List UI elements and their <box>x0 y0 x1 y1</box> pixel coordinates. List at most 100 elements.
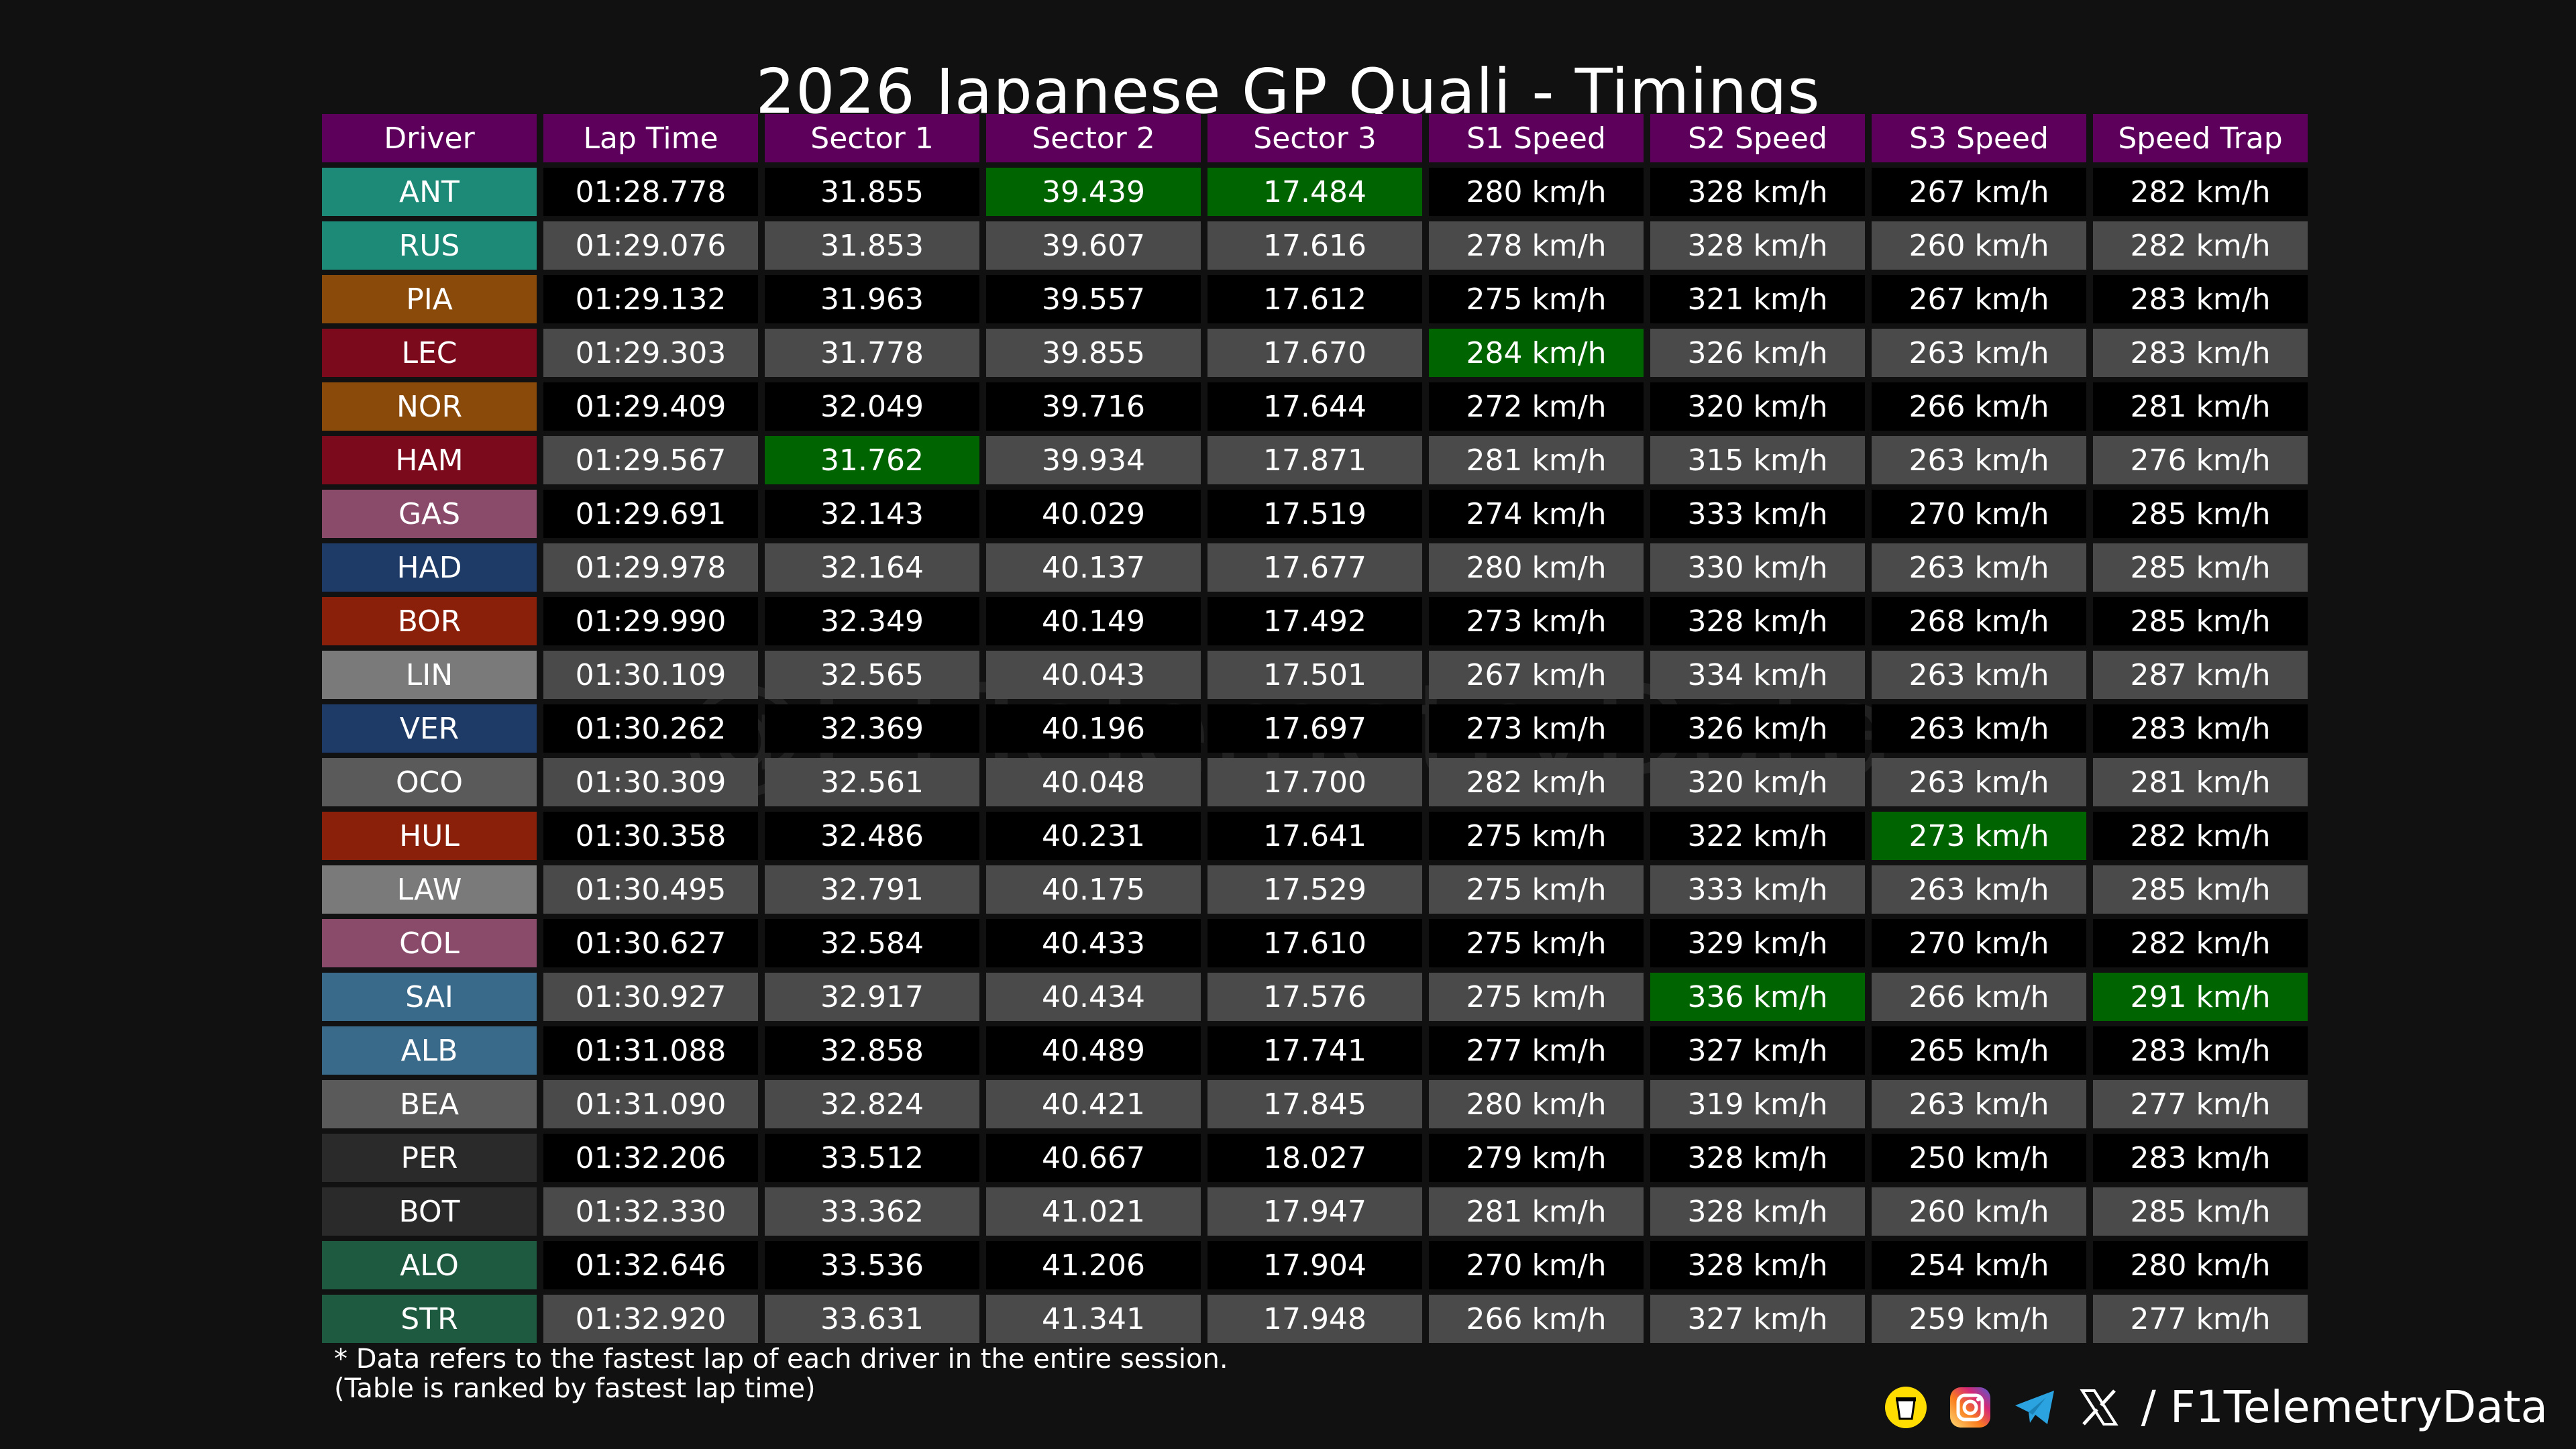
sector-1-cell: 32.824 <box>765 1080 979 1128</box>
sector-3-cell: 17.700 <box>1208 758 1422 806</box>
sector-2-cell: 40.231 <box>986 812 1201 860</box>
lap-time-cell: 01:31.088 <box>543 1026 758 1075</box>
lap-time-cell: 01:29.691 <box>543 490 758 538</box>
driver-cell: PER <box>322 1134 537 1182</box>
lap-time-cell: 01:29.978 <box>543 543 758 592</box>
lap-time-cell: 01:30.358 <box>543 812 758 860</box>
driver-cell: LAW <box>322 865 537 914</box>
lap-time-cell: 01:31.090 <box>543 1080 758 1128</box>
footnote: * Data refers to the fastest lap of each… <box>334 1344 1228 1403</box>
sector-2-cell: 39.607 <box>986 221 1201 270</box>
x-icon[interactable] <box>2077 1385 2121 1430</box>
sector-2-cell: 40.433 <box>986 919 1201 967</box>
s2-speed-cell: 326 km/h <box>1650 329 1865 377</box>
sector-3-cell: 17.612 <box>1208 275 1422 323</box>
s1-speed-cell: 278 km/h <box>1429 221 1644 270</box>
s1-speed-cell: 280 km/h <box>1429 1080 1644 1128</box>
speed-trap-cell: 285 km/h <box>2093 490 2308 538</box>
lap-time-cell: 01:29.567 <box>543 436 758 484</box>
s3-speed-cell: 263 km/h <box>1872 329 2086 377</box>
speed-trap-cell: 291 km/h <box>2093 973 2308 1021</box>
sector-3-cell: 17.501 <box>1208 651 1422 699</box>
header-s3-speed: S3 Speed <box>1872 114 2086 162</box>
sector-1-cell: 32.565 <box>765 651 979 699</box>
sector-1-cell: 33.536 <box>765 1241 979 1289</box>
lap-time-cell: 01:30.109 <box>543 651 758 699</box>
sector-2-cell: 41.341 <box>986 1295 1201 1343</box>
s3-speed-cell: 254 km/h <box>1872 1241 2086 1289</box>
driver-cell: BOT <box>322 1187 537 1236</box>
lap-time-cell: 01:32.330 <box>543 1187 758 1236</box>
lap-time-cell: 01:32.206 <box>543 1134 758 1182</box>
driver-cell: COL <box>322 919 537 967</box>
sector-2-cell: 40.137 <box>986 543 1201 592</box>
bmc-icon[interactable] <box>1884 1385 1928 1430</box>
s2-speed-cell: 327 km/h <box>1650 1026 1865 1075</box>
s3-speed-cell: 270 km/h <box>1872 490 2086 538</box>
sector-2-cell: 39.855 <box>986 329 1201 377</box>
sector-1-cell: 31.855 <box>765 168 979 216</box>
sector-1-cell: 31.853 <box>765 221 979 270</box>
brand-handle: / F1TelemetryData <box>2141 1381 2548 1433</box>
sector-3-cell: 17.845 <box>1208 1080 1422 1128</box>
sector-3-cell: 18.027 <box>1208 1134 1422 1182</box>
sector-1-cell: 32.486 <box>765 812 979 860</box>
sector-3-cell: 17.871 <box>1208 436 1422 484</box>
s2-speed-cell: 328 km/h <box>1650 1187 1865 1236</box>
sector-3-cell: 17.576 <box>1208 973 1422 1021</box>
s2-speed-cell: 328 km/h <box>1650 1134 1865 1182</box>
speed-trap-cell: 283 km/h <box>2093 1026 2308 1075</box>
s2-speed-cell: 320 km/h <box>1650 382 1865 431</box>
s2-speed-cell: 333 km/h <box>1650 490 1865 538</box>
s2-speed-cell: 328 km/h <box>1650 168 1865 216</box>
speed-trap-cell: 277 km/h <box>2093 1080 2308 1128</box>
s3-speed-cell: 260 km/h <box>1872 221 2086 270</box>
s2-speed-cell: 320 km/h <box>1650 758 1865 806</box>
s2-speed-cell: 333 km/h <box>1650 865 1865 914</box>
s2-speed-cell: 334 km/h <box>1650 651 1865 699</box>
telegram-icon[interactable] <box>2012 1385 2057 1430</box>
sector-1-cell: 32.584 <box>765 919 979 967</box>
driver-cell: STR <box>322 1295 537 1343</box>
s1-speed-cell: 280 km/h <box>1429 543 1644 592</box>
sector-3-cell: 17.484 <box>1208 168 1422 216</box>
sector-3-cell: 17.616 <box>1208 221 1422 270</box>
s1-speed-cell: 280 km/h <box>1429 168 1644 216</box>
sector-2-cell: 41.021 <box>986 1187 1201 1236</box>
sector-3-cell: 17.677 <box>1208 543 1422 592</box>
lap-time-cell: 01:29.132 <box>543 275 758 323</box>
sector-2-cell: 40.149 <box>986 597 1201 645</box>
instagram-icon[interactable] <box>1948 1385 1992 1430</box>
sector-3-cell: 17.644 <box>1208 382 1422 431</box>
driver-cell: VER <box>322 704 537 753</box>
speed-trap-cell: 281 km/h <box>2093 758 2308 806</box>
driver-cell: BEA <box>322 1080 537 1128</box>
s3-speed-cell: 265 km/h <box>1872 1026 2086 1075</box>
speed-trap-cell: 285 km/h <box>2093 597 2308 645</box>
sector-3-cell: 17.697 <box>1208 704 1422 753</box>
driver-cell: ALO <box>322 1241 537 1289</box>
speed-trap-cell: 287 km/h <box>2093 651 2308 699</box>
sector-1-cell: 32.561 <box>765 758 979 806</box>
sector-1-cell: 31.778 <box>765 329 979 377</box>
speed-trap-cell: 283 km/h <box>2093 704 2308 753</box>
driver-cell: SAI <box>322 973 537 1021</box>
driver-cell: NOR <box>322 382 537 431</box>
driver-cell: ANT <box>322 168 537 216</box>
header-s1-speed: S1 Speed <box>1429 114 1644 162</box>
s3-speed-cell: 267 km/h <box>1872 275 2086 323</box>
sector-1-cell: 33.362 <box>765 1187 979 1236</box>
sector-1-cell: 32.917 <box>765 973 979 1021</box>
s3-speed-cell: 260 km/h <box>1872 1187 2086 1236</box>
s1-speed-cell: 266 km/h <box>1429 1295 1644 1343</box>
s3-speed-cell: 266 km/h <box>1872 973 2086 1021</box>
speed-trap-cell: 282 km/h <box>2093 168 2308 216</box>
driver-cell: BOR <box>322 597 537 645</box>
s2-speed-cell: 328 km/h <box>1650 597 1865 645</box>
lap-time-cell: 01:30.627 <box>543 919 758 967</box>
s1-speed-cell: 284 km/h <box>1429 329 1644 377</box>
sector-2-cell: 40.421 <box>986 1080 1201 1128</box>
s2-speed-cell: 328 km/h <box>1650 1241 1865 1289</box>
sector-2-cell: 40.043 <box>986 651 1201 699</box>
lap-time-cell: 01:32.920 <box>543 1295 758 1343</box>
